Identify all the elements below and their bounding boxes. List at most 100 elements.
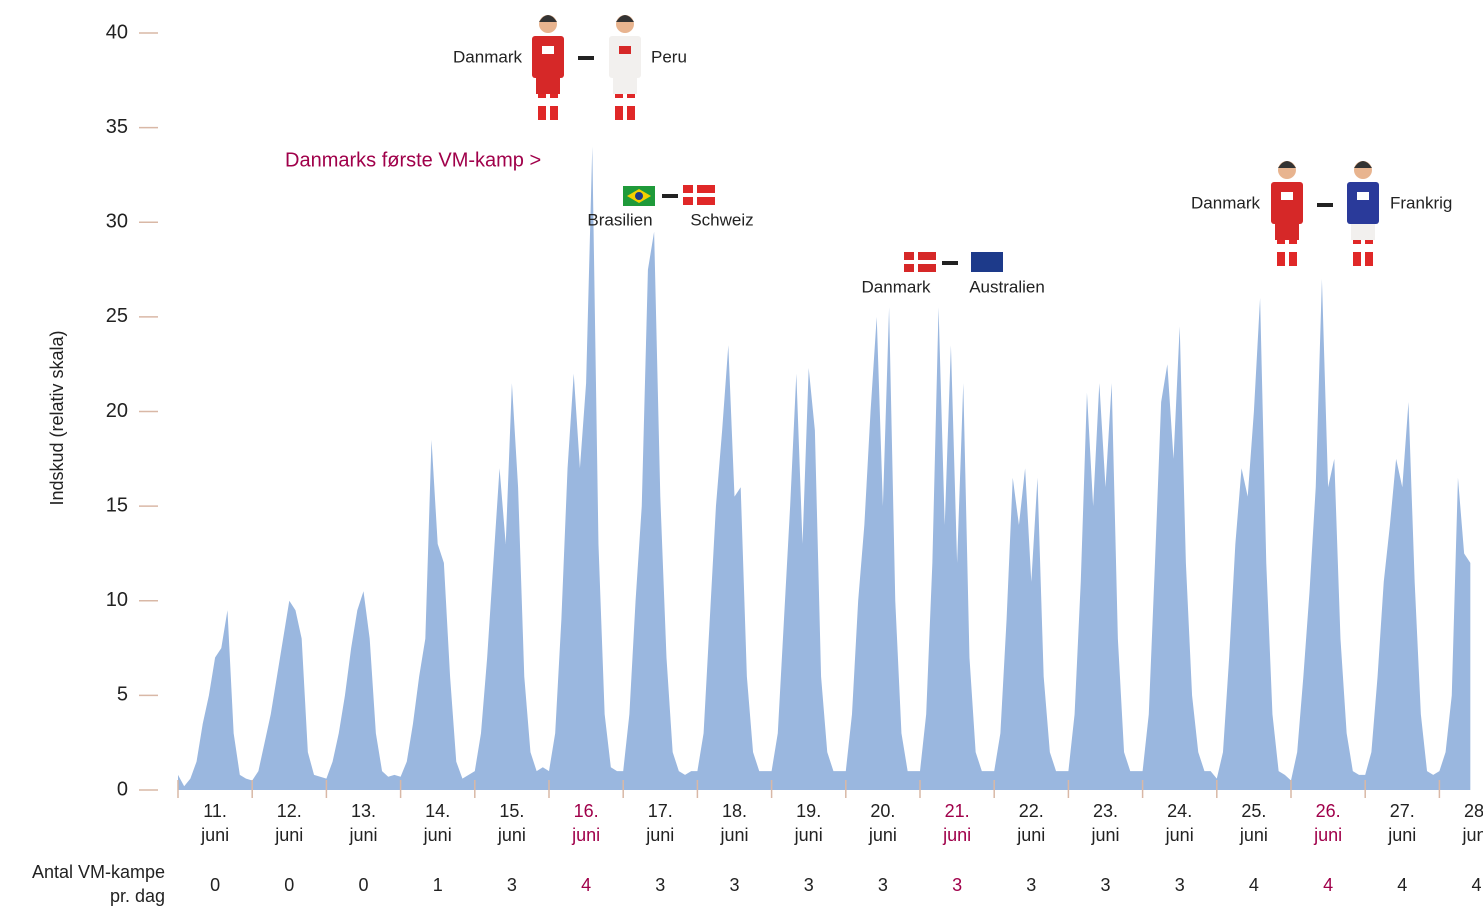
match-count: 4 [1323, 875, 1333, 895]
player-hair [1278, 161, 1296, 168]
player-trim [1281, 192, 1293, 200]
player-sock [615, 94, 623, 120]
player-trim [542, 46, 554, 54]
x-tick-label: juni [1239, 825, 1268, 845]
x-tick-label: 26. [1316, 801, 1341, 821]
flag [971, 252, 1003, 272]
x-tick-label: 11. [203, 801, 227, 821]
vs-dash [578, 56, 594, 60]
match-count: 4 [1471, 875, 1481, 895]
player-sock [550, 94, 558, 120]
player-shirt [532, 36, 564, 78]
team-name: Australien [969, 277, 1045, 296]
x-tick-label: juni [868, 825, 897, 845]
match-count: 3 [655, 875, 665, 895]
match-count: 3 [1026, 875, 1036, 895]
team-name: Brasilien [587, 210, 652, 229]
x-tick-label: 12. [277, 801, 302, 821]
team-name: Danmark [1191, 193, 1260, 212]
flag-cross [904, 260, 936, 264]
player-sock [1353, 240, 1361, 266]
player-shorts [613, 78, 637, 94]
player-sock [1277, 240, 1285, 266]
match-count: 3 [804, 875, 814, 895]
x-tick-label: juni [571, 825, 600, 845]
match-count: 0 [284, 875, 294, 895]
team-name: Schweiz [690, 210, 753, 229]
y-tick-label: 25 [106, 305, 128, 327]
x-tick-label: 28. [1464, 801, 1483, 821]
player-icon [532, 15, 564, 120]
player-shorts [536, 78, 560, 94]
player-sock [1289, 240, 1297, 266]
y-axis-label: Indskud (relativ skala) [47, 330, 67, 505]
x-tick-label: juni [274, 825, 303, 845]
x-tick-label: 24. [1167, 801, 1192, 821]
player-sock [538, 94, 546, 120]
x-tick-label: juni [1165, 825, 1194, 845]
match-count: 1 [433, 875, 443, 895]
player-icon [609, 15, 641, 120]
x-tick-label: 14. [425, 801, 450, 821]
x-tick-label: juni [1387, 825, 1416, 845]
x-tick-label: juni [348, 825, 377, 845]
vs-dash [1317, 203, 1333, 207]
y-tick-label: 10 [106, 589, 128, 611]
team-name: Frankrig [1390, 193, 1452, 212]
x-tick-label: 23. [1093, 801, 1118, 821]
player-trim [619, 46, 631, 54]
player-shirt [1347, 182, 1379, 224]
player-leg [538, 98, 558, 106]
x-tick-label: 18. [722, 801, 747, 821]
x-tick-label: 20. [870, 801, 895, 821]
flag-cross [683, 193, 715, 197]
x-tick-label: juni [1461, 825, 1483, 845]
match-count: 3 [878, 875, 888, 895]
player-hair [539, 15, 557, 22]
area [178, 146, 1471, 791]
match-count: 4 [1397, 875, 1407, 895]
match-count: 0 [358, 875, 368, 895]
vs-dash [662, 194, 678, 198]
player-shirt [1271, 182, 1303, 224]
player-shorts [1351, 224, 1375, 240]
player-icon [1347, 161, 1379, 266]
player-hair [1354, 161, 1372, 168]
y-tick-label: 20 [106, 400, 128, 422]
x-tick-label: 19. [796, 801, 821, 821]
x-tick-label: juni [942, 825, 971, 845]
y-tick-label: 0 [117, 778, 128, 800]
match-count: 3 [729, 875, 739, 895]
x-tick-label: 21. [945, 801, 970, 821]
x-tick-label: 16. [574, 801, 599, 821]
y-tick-label: 5 [117, 684, 128, 706]
y-tick-label: 40 [106, 21, 128, 43]
x-tick-label: 13. [351, 801, 376, 821]
player-trim [1357, 192, 1369, 200]
x-tick-label: juni [719, 825, 748, 845]
player-hair [616, 15, 634, 22]
x-tick-label: juni [423, 825, 452, 845]
x-tick-label: juni [1090, 825, 1119, 845]
flag-cross [693, 185, 697, 205]
player-leg [1353, 244, 1373, 252]
x-tick-label: juni [794, 825, 823, 845]
matches-label: Antal VM-kampe [32, 862, 165, 882]
x-tick-label: juni [200, 825, 229, 845]
x-tick-label: juni [1016, 825, 1045, 845]
team-name: Danmark [453, 47, 522, 66]
player-leg [615, 98, 635, 106]
x-tick-label: 17. [648, 801, 673, 821]
team-name: Danmark [862, 277, 931, 296]
player-sock [627, 94, 635, 120]
team-name: Peru [651, 47, 687, 66]
vs-dash [942, 261, 958, 265]
x-tick-label: 27. [1390, 801, 1415, 821]
player-icon [1271, 161, 1303, 266]
flag-globe [635, 192, 643, 200]
x-tick-label: 15. [499, 801, 524, 821]
match-count: 4 [1249, 875, 1259, 895]
x-tick-label: juni [645, 825, 674, 845]
annotation: Danmarks første VM-kamp > [285, 149, 541, 171]
